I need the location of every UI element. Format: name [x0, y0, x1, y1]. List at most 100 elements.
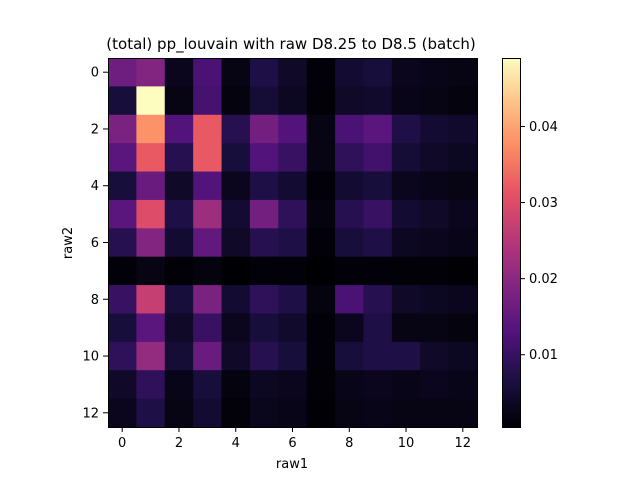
heatmap-cell — [108, 86, 137, 116]
heatmap-cell — [193, 256, 223, 286]
heatmap-cell — [221, 370, 251, 400]
heatmap-cell — [164, 313, 194, 343]
heatmap-cell — [391, 171, 421, 201]
x-tick-label: 0 — [118, 436, 126, 451]
heatmap-cell — [420, 58, 450, 87]
colorbar-tick-label: 0.04 — [529, 120, 558, 135]
x-axis-label: raw1 — [276, 457, 308, 472]
heatmap-cell — [335, 341, 365, 371]
heatmap-cell — [363, 58, 393, 87]
heatmap-cell — [306, 199, 336, 229]
heatmap-cell — [420, 370, 450, 400]
heatmap-cell — [249, 370, 279, 400]
x-tick-label: 2 — [175, 436, 183, 451]
heatmap-cell — [335, 86, 365, 116]
heatmap-cell — [136, 114, 166, 144]
heatmap-cell — [221, 398, 251, 428]
heatmap-cell — [448, 228, 478, 258]
heatmap-cell — [448, 398, 478, 428]
heatmap-cell — [249, 228, 279, 258]
heatmap-cell — [193, 228, 223, 258]
heatmap-cell — [221, 143, 251, 173]
heatmap-cell — [221, 86, 251, 116]
heatmap-cell — [164, 86, 194, 116]
heatmap-cell — [164, 398, 194, 428]
heatmap-cell — [221, 256, 251, 286]
heatmap-cell — [164, 199, 194, 229]
heatmap-cell — [363, 341, 393, 371]
heatmap-cell — [221, 171, 251, 201]
heatmap-cell — [278, 171, 308, 201]
heatmap-cell — [249, 285, 279, 315]
heatmap-cell — [391, 285, 421, 315]
heatmap-cell — [391, 313, 421, 343]
heatmap-cell — [193, 86, 223, 116]
heatmap-cell — [193, 398, 223, 428]
heatmap-cell — [363, 398, 393, 428]
heatmap-cell — [136, 86, 166, 116]
heatmap-cell — [164, 171, 194, 201]
heatmap-cell — [136, 228, 166, 258]
heatmap-cell — [108, 58, 137, 87]
heatmap-cell — [306, 341, 336, 371]
heatmap-cell — [136, 285, 166, 315]
heatmap-cell — [108, 341, 137, 371]
heatmap-cell — [108, 143, 137, 173]
heatmap-cell — [391, 398, 421, 428]
heatmap-cell — [420, 228, 450, 258]
heatmap-cell — [249, 199, 279, 229]
heatmap-cell — [420, 143, 450, 173]
heatmap-cell — [420, 341, 450, 371]
heatmap-cell — [363, 143, 393, 173]
heatmap-cell — [335, 143, 365, 173]
heatmap-cell — [249, 171, 279, 201]
colorbar — [502, 58, 520, 427]
heatmap-cell — [278, 370, 308, 400]
heatmap-cell — [391, 370, 421, 400]
heatmap-cell — [363, 86, 393, 116]
heatmap-cell — [363, 199, 393, 229]
y-tick-label: 6 — [91, 236, 99, 251]
heatmap-cell — [420, 114, 450, 144]
heatmap-cell — [448, 285, 478, 315]
heatmap-cell — [136, 143, 166, 173]
heatmap-cell — [335, 398, 365, 428]
heatmap-cell — [363, 228, 393, 258]
heatmap-cell — [164, 143, 194, 173]
heatmap-cell — [108, 114, 137, 144]
heatmap-cell — [278, 86, 308, 116]
heatmap-cell — [306, 398, 336, 428]
heatmap-cell — [335, 285, 365, 315]
heatmap-cell — [108, 313, 137, 343]
heatmap-cells — [108, 58, 478, 428]
heatmap-cell — [306, 285, 336, 315]
heatmap-cell — [420, 313, 450, 343]
heatmap-cell — [363, 313, 393, 343]
heatmap-cell — [391, 341, 421, 371]
heatmap-cell — [278, 398, 308, 428]
heatmap-cell — [391, 58, 421, 87]
colorbar-frame — [502, 58, 521, 428]
heatmap-cell — [164, 114, 194, 144]
heatmap-cell — [363, 171, 393, 201]
heatmap-cell — [193, 341, 223, 371]
heatmap-cell — [278, 228, 308, 258]
colorbar-ticks: 0.01 0.02 0.03 0.04 — [520, 120, 558, 363]
heatmap-cell — [193, 285, 223, 315]
heatmap-cell — [448, 341, 478, 371]
colorbar-tick-label: 0.02 — [529, 272, 558, 287]
heatmap-cell — [335, 171, 365, 201]
heatmap-cell — [448, 114, 478, 144]
heatmap-cell — [335, 228, 365, 258]
heatmap-cell — [249, 341, 279, 371]
x-axis-ticks: 0 2 4 6 8 10 12 — [118, 427, 471, 451]
heatmap-cell — [363, 285, 393, 315]
y-tick-label: 4 — [91, 179, 99, 194]
heatmap-cell — [249, 86, 279, 116]
heatmap-cell — [335, 256, 365, 286]
heatmap-cell — [306, 370, 336, 400]
heatmap-cell — [306, 171, 336, 201]
heatmap-cell — [306, 58, 336, 87]
heatmap-cell — [221, 313, 251, 343]
